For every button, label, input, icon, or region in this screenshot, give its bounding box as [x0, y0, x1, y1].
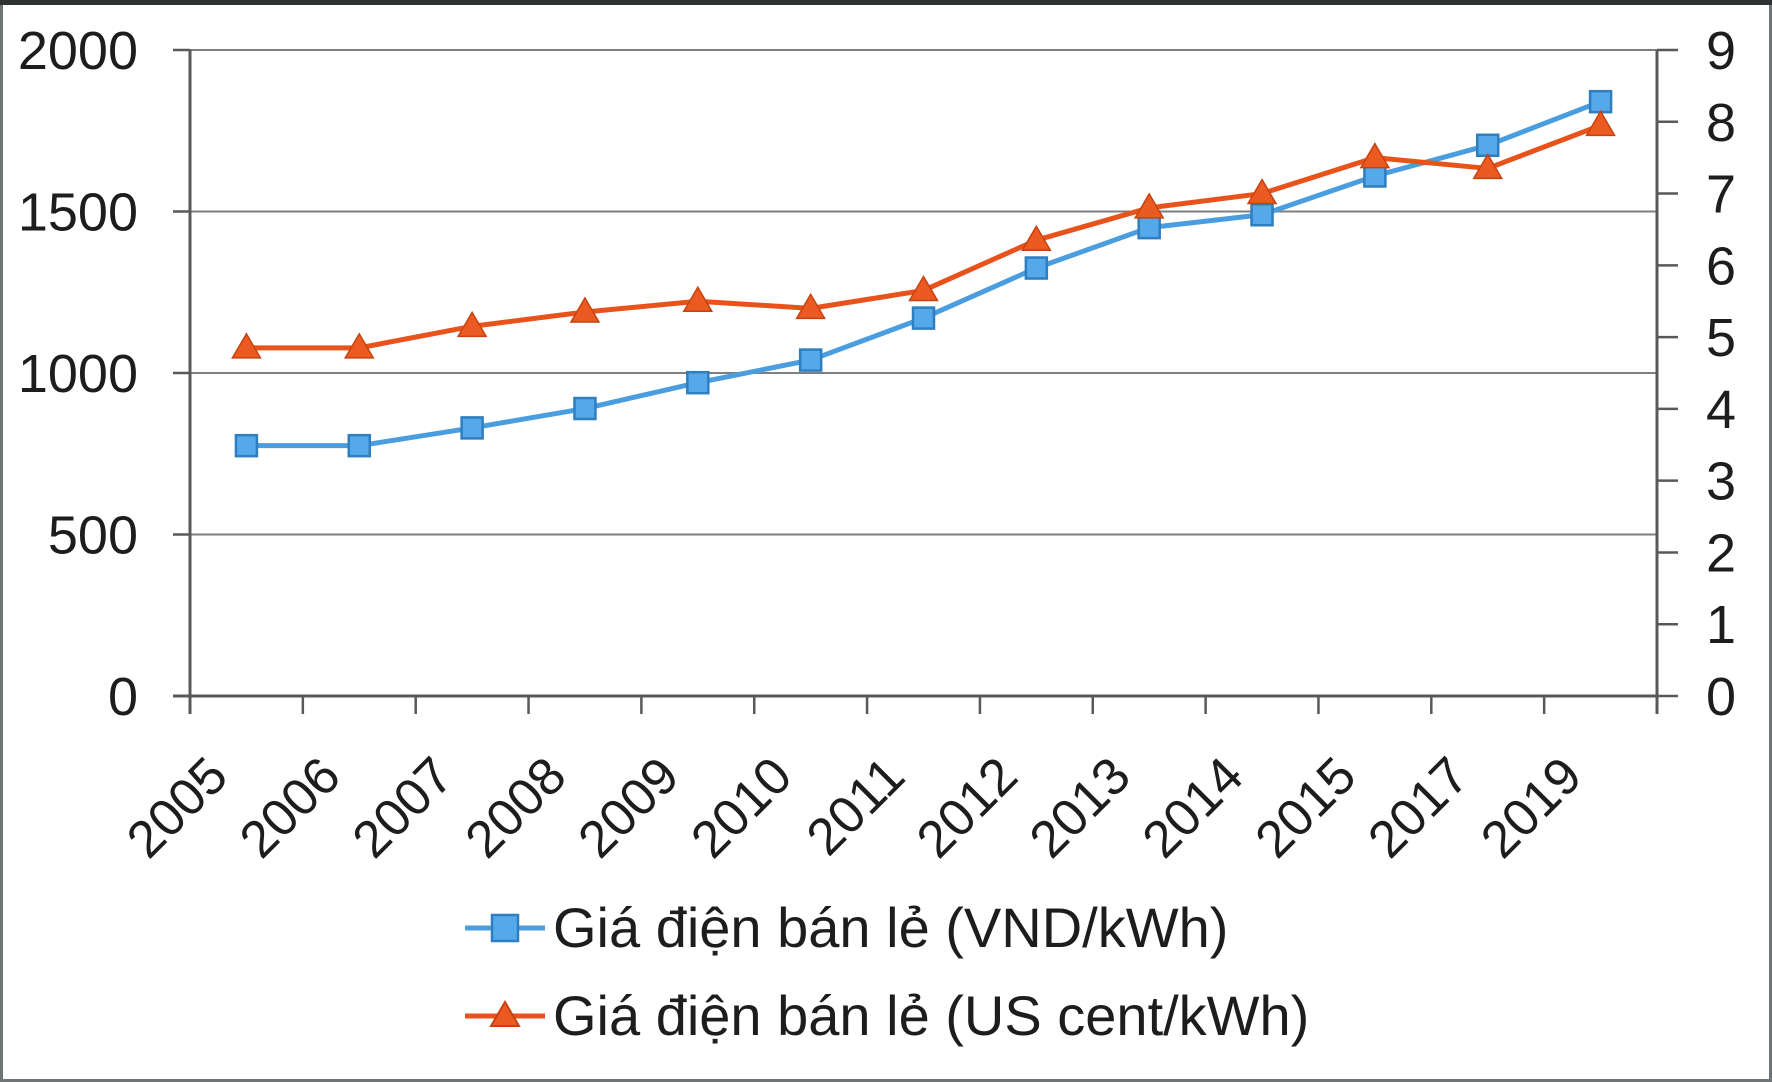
data-point-square-marker — [911, 306, 936, 330]
data-point-square-marker — [1137, 215, 1161, 240]
legend-triangle-marker-icon — [489, 1000, 521, 1027]
right-axis-tick-label: 0 — [1706, 667, 1736, 727]
right-axis-tick-label: 6 — [1706, 236, 1736, 296]
x-axis-category-label: 2015 — [1245, 746, 1368, 869]
chart-legend: Giá điện bán lẻ (VND/kWh) Giá điện bán l… — [465, 896, 1309, 1047]
x-axis-category-label: 2011 — [796, 746, 916, 866]
x-axis-category-label: 2005 — [116, 746, 239, 869]
x-axis-category-label: 2012 — [906, 746, 1029, 869]
data-point-square-marker — [234, 433, 259, 458]
data-point-triangle-marker — [1472, 152, 1504, 180]
legend-label-vnd: Giá điện bán lẻ (VND/kWh) — [553, 896, 1228, 959]
x-axis-category-label: 2008 — [455, 746, 578, 869]
right-axis-tick-label: 8 — [1706, 93, 1736, 153]
data-point-square-marker — [686, 370, 710, 395]
data-point-square-marker — [1588, 89, 1613, 114]
right-axis-tick-label: 5 — [1706, 308, 1736, 368]
data-point-triangle-marker — [908, 274, 939, 302]
data-point-triangle-marker — [682, 285, 714, 312]
data-point-triangle-marker — [456, 310, 488, 338]
left-axis-tick-label: 500 — [48, 506, 138, 566]
data-point-triangle-marker — [569, 296, 601, 323]
data-point-square-marker — [1024, 256, 1049, 280]
left-axis-tick-label: 1500 — [18, 183, 138, 243]
left-axis-tick-label: 1000 — [18, 344, 138, 404]
data-point-triangle-marker — [795, 292, 826, 320]
legend-label-uscent: Giá điện bán lẻ (US cent/kWh) — [553, 984, 1309, 1047]
right-axis-tick-label: 7 — [1706, 165, 1736, 225]
data-point-square-marker — [1250, 202, 1274, 227]
data-point-square-marker — [1363, 164, 1387, 188]
data-point-square-marker — [347, 433, 372, 458]
legend-square-marker-icon — [490, 913, 520, 943]
left-axis-tick-label: 2000 — [18, 21, 138, 81]
data-point-triangle-marker — [1133, 192, 1165, 219]
right-axis-tick-label: 1 — [1706, 595, 1736, 655]
x-axis-category-label: 2007 — [342, 746, 465, 869]
data-point-square-marker — [1475, 133, 1500, 158]
right-axis-tick-label: 3 — [1706, 452, 1736, 512]
data-point-triangle-marker — [1246, 178, 1278, 205]
data-point-triangle-marker — [343, 332, 375, 359]
right-axis-tick-label: 4 — [1706, 380, 1736, 440]
data-point-square-marker — [573, 396, 597, 421]
left-axis-tick-label: 0 — [108, 667, 138, 727]
right-axis-tick-label: 2 — [1706, 523, 1736, 583]
x-axis-category-label: 2019 — [1470, 746, 1593, 869]
x-axis-category-label: 2006 — [229, 746, 352, 869]
right-axis-tick-label: 9 — [1706, 21, 1736, 81]
data-point-triangle-marker — [231, 332, 262, 359]
x-axis-category-label: 2010 — [680, 746, 803, 869]
x-axis-category-label: 2017 — [1357, 746, 1480, 869]
data-point-triangle-marker — [1021, 224, 1052, 251]
series-line-vnd — [243, 99, 1604, 449]
data-point-square-marker — [798, 348, 823, 372]
data-point-square-marker — [460, 416, 484, 440]
data-point-triangle-marker — [1359, 142, 1391, 169]
x-axis-category-label: 2014 — [1132, 746, 1255, 869]
x-axis-category-label: 2013 — [1019, 746, 1142, 869]
data-point-triangle-marker — [1585, 109, 1616, 137]
x-axis-category-label: 2009 — [567, 746, 690, 869]
